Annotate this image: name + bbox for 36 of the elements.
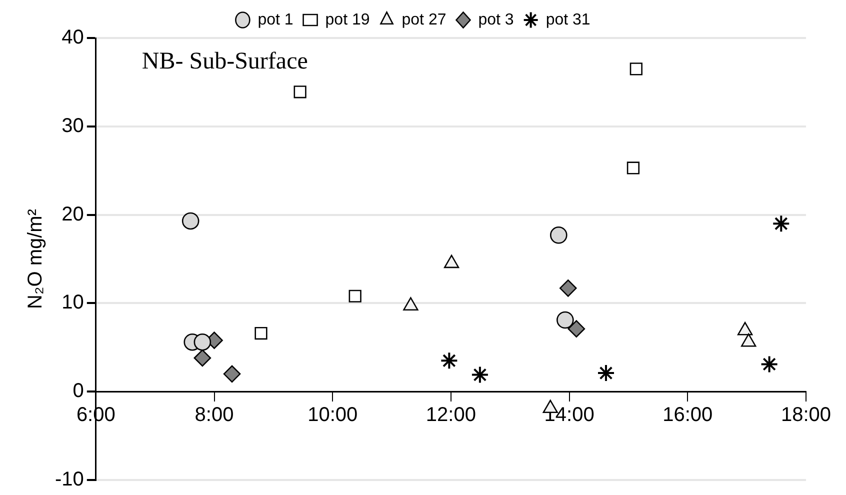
point — [550, 226, 568, 244]
point — [194, 333, 212, 351]
point — [440, 352, 458, 370]
point — [294, 86, 306, 98]
x-tick-label: 8:00 — [194, 404, 234, 426]
annotation: NB- Sub-Surface — [142, 48, 308, 74]
point — [556, 311, 574, 329]
point — [596, 364, 615, 382]
legend-label: pot 3 — [478, 11, 514, 28]
y-tick-label: 40 — [62, 26, 84, 49]
point — [223, 365, 241, 383]
point — [760, 355, 778, 374]
y-tick-label: -10 — [55, 468, 84, 491]
point — [194, 349, 212, 367]
y-tick-label: 30 — [62, 114, 84, 137]
legend-label: pot 19 — [325, 11, 370, 28]
point — [254, 326, 268, 340]
y-tick-label: 10 — [62, 292, 84, 314]
x-tick-label: 10:00 — [308, 404, 358, 426]
point — [772, 214, 790, 233]
x-tick-label: 12:00 — [426, 404, 476, 426]
x-tick-label: 16:00 — [662, 404, 713, 426]
y-tick-label: 0 — [72, 380, 84, 402]
y-axis-title: N₂O mg/m² — [24, 208, 47, 309]
point — [559, 280, 577, 297]
point — [630, 62, 642, 76]
legend-label: pot 1 — [258, 11, 294, 28]
x-tick-label: 18:00 — [780, 404, 832, 426]
legend-label: pot 31 — [546, 11, 590, 28]
point — [470, 366, 489, 384]
point — [182, 212, 200, 230]
point — [348, 290, 362, 302]
legend-label: pot 27 — [402, 11, 446, 28]
y-tick-label: 20 — [62, 203, 84, 226]
point — [626, 162, 640, 174]
point — [568, 320, 586, 338]
